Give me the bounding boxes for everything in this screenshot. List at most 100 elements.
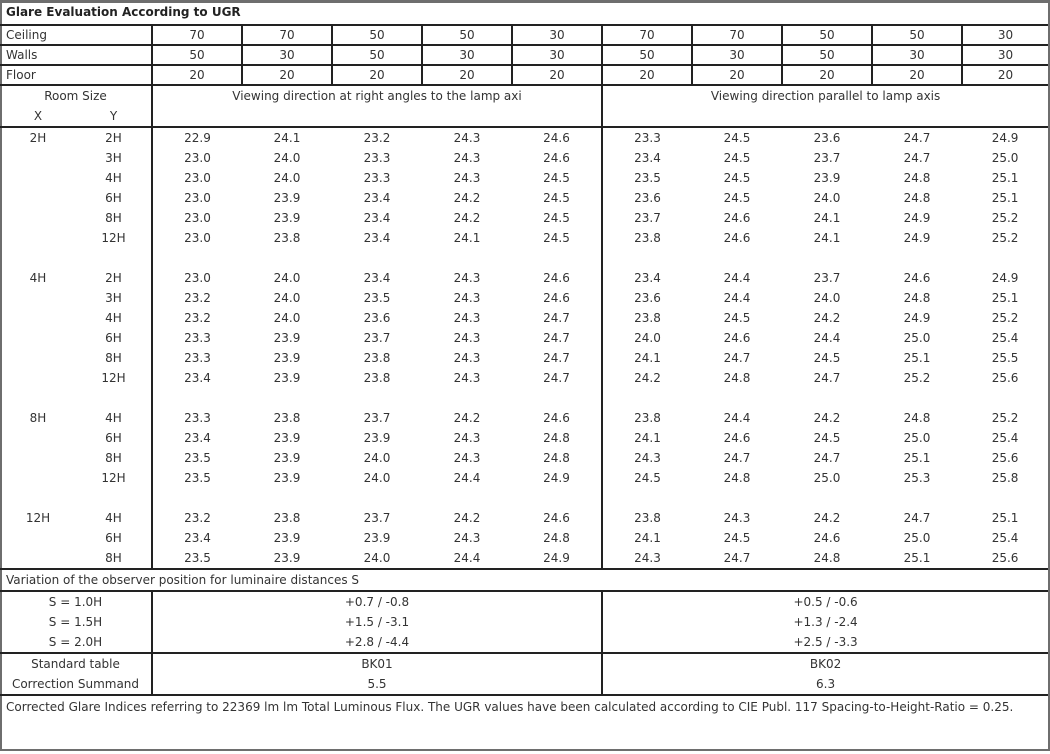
ugr-data-row: 4H 2H 23.0 24.0 23.4 24.3 24.6 23.4 24.4 23.7 24.6…	[0, 268, 1048, 288]
variation-row: S = 2.0H +2.8 / -4.4 +2.5 / -3.3	[0, 632, 1049, 653]
ugr-value-parallel: 23.9	[813, 171, 841, 185]
variation-perpendicular: +1.5 / -3.1	[151, 612, 602, 632]
ugr-data-row: 4H 23.2 24.0 23.6 24.3 24.7 23.8 24.5 24.2 24.9 25…	[0, 308, 1048, 328]
ugr-value-parallel: 24.5	[813, 431, 841, 445]
ugr-value-parallel: 24.5	[601, 468, 692, 488]
ugr-value-parallel: 25.4	[991, 531, 1019, 545]
reflectance-value: 30	[872, 44, 963, 66]
reflectance-value: 50	[332, 44, 423, 66]
reflectance-value: 20	[332, 64, 423, 86]
ugr-value-parallel: 23.8	[601, 228, 692, 248]
ugr-value-perpendicular: 23.8	[273, 511, 301, 525]
ugr-value-perpendicular: 23.0	[151, 168, 242, 188]
ugr-value-parallel: 24.9	[903, 311, 931, 325]
room-x	[0, 328, 76, 348]
room-x: 4H	[29, 271, 47, 285]
reflectance-value: 30	[422, 44, 513, 66]
spacer	[151, 248, 602, 268]
reflectance-value: 20	[152, 64, 243, 86]
reflectance-row-ceiling: Ceiling 70 70 50 50 30 70 70 50 50 30	[0, 24, 1049, 46]
room-x	[0, 528, 76, 548]
ugr-value-parallel: 24.4	[813, 331, 841, 345]
reflectance-value: 70	[152, 24, 243, 46]
ugr-value-parallel: 24.1	[601, 428, 692, 448]
ugr-value-parallel: 24.4	[723, 291, 751, 305]
ugr-value-parallel: 25.0	[813, 471, 841, 485]
ugr-value-perpendicular: 23.2	[332, 126, 422, 148]
ugr-value-parallel: 24.8	[903, 191, 931, 205]
ugr-value-parallel: 25.4	[991, 331, 1019, 345]
room-y: 2H	[76, 126, 152, 148]
ugr-value-parallel: 25.4	[991, 431, 1019, 445]
ugr-value-perpendicular: 24.3	[453, 171, 481, 185]
variation-row: S = 1.0H +0.7 / -0.8 +0.5 / -0.6	[0, 590, 1049, 612]
room-y: 6H	[105, 331, 122, 345]
ugr-value-perpendicular: 24.5	[543, 191, 570, 205]
ugr-value-parallel: 25.1	[903, 351, 931, 365]
reflectance-value: 70	[242, 24, 333, 46]
room-x	[0, 548, 76, 569]
reflectance-row-walls: Walls 50 30 50 30 30 50 30 50 30 30	[0, 44, 1049, 66]
ugr-value-perpendicular: 23.9	[273, 371, 301, 385]
direction-perpendicular-header: Viewing direction at right angles to the…	[151, 85, 602, 127]
ugr-value-parallel: 25.0	[903, 331, 931, 345]
ugr-value-parallel: 25.0	[903, 531, 931, 545]
ugr-data-row: 8H 23.5 23.9 24.0 24.3 24.8 24.3 24.7 24.7 25.1 25…	[0, 448, 1048, 468]
variation-parallel: +2.5 / -3.3	[600, 632, 1049, 653]
ugr-value-parallel: 24.2	[813, 511, 841, 525]
spacing-label: S = 2.0H	[48, 635, 103, 649]
reflectance-value: 50	[602, 44, 693, 66]
variation-title-row: Variation of the observer position for l…	[0, 568, 1049, 591]
ugr-data-row: 3H 23.0 24.0 23.3 24.3 24.6 23.4 24.5 23.7 24.7 25…	[0, 148, 1048, 168]
ugr-value-parallel: 25.8	[991, 471, 1019, 485]
ugr-data-row: 3H 23.2 24.0 23.5 24.3 24.6 23.6 24.4 24.0 24.8 25…	[0, 288, 1048, 308]
ugr-value-perpendicular: 23.8	[363, 371, 391, 385]
room-y: 8H	[105, 351, 122, 365]
ugr-value-perpendicular: 23.0	[151, 208, 242, 228]
standard-table-perpendicular: BK01	[151, 652, 602, 674]
ugr-value-perpendicular: 23.9	[273, 351, 301, 365]
room-y: 6H	[105, 431, 122, 445]
ugr-value-parallel: 24.3	[601, 448, 692, 468]
ugr-value-perpendicular: 23.0	[151, 188, 242, 208]
spacer	[600, 388, 1049, 408]
ugr-value-parallel: 25.1	[903, 551, 931, 565]
ugr-value-perpendicular: 23.7	[363, 411, 391, 425]
ugr-value-perpendicular: 24.0	[363, 451, 391, 465]
ugr-value-perpendicular: 23.4	[363, 271, 391, 285]
ugr-value-parallel: 23.6	[601, 188, 692, 208]
ugr-value-parallel: 24.0	[813, 191, 841, 205]
ugr-value-perpendicular: 23.2	[151, 288, 242, 308]
spacer	[600, 248, 1049, 268]
ugr-value-perpendicular: 23.5	[151, 448, 242, 468]
correction-summand-row: Correction Summand 5.5 6.3	[0, 674, 1049, 695]
ugr-value-perpendicular: 24.2	[453, 211, 481, 225]
standard-table-parallel: BK02	[600, 652, 1049, 674]
group-spacer-row	[0, 248, 1049, 268]
ugr-value-perpendicular: 24.3	[453, 151, 481, 165]
ugr-value-parallel: 25.6	[991, 551, 1019, 565]
ugr-value-perpendicular: 23.4	[151, 428, 242, 448]
ugr-value-parallel: 24.9	[903, 211, 931, 225]
room-y: 12H	[101, 231, 126, 245]
direction-parallel-header: Viewing direction parallel to lamp axis	[600, 85, 1049, 127]
ugr-data-row: 4H 23.0 24.0 23.3 24.3 24.5 23.5 24.5 23.9 24.8 25…	[0, 168, 1048, 188]
ugr-value-perpendicular: 23.4	[151, 528, 242, 548]
ugr-value-parallel: 24.8	[813, 551, 841, 565]
ugr-value-parallel: 23.4	[601, 268, 692, 288]
ugr-value-parallel: 23.5	[601, 168, 692, 188]
x-label: X	[33, 109, 43, 123]
variation-parallel: +0.5 / -0.6	[600, 590, 1049, 612]
reflectance-value: 20	[692, 64, 783, 86]
spacer	[0, 488, 152, 508]
ugr-data-row: 12H 23.4 23.9 23.8 24.3 24.7 24.2 24.8 24.7 25.2 2…	[0, 368, 1048, 388]
ugr-data-row: 6H 23.4 23.9 23.9 24.3 24.8 24.1 24.6 24.5 25.0 25…	[0, 428, 1048, 448]
ugr-value-parallel: 24.6	[723, 431, 751, 445]
ugr-value-perpendicular: 23.7	[363, 511, 391, 525]
ugr-value-perpendicular: 24.1	[453, 231, 481, 245]
ugr-value-parallel: 24.1	[813, 231, 841, 245]
ugr-value-perpendicular: 23.5	[151, 468, 242, 488]
room-x	[0, 188, 76, 208]
ugr-value-perpendicular: 24.6	[543, 511, 570, 525]
